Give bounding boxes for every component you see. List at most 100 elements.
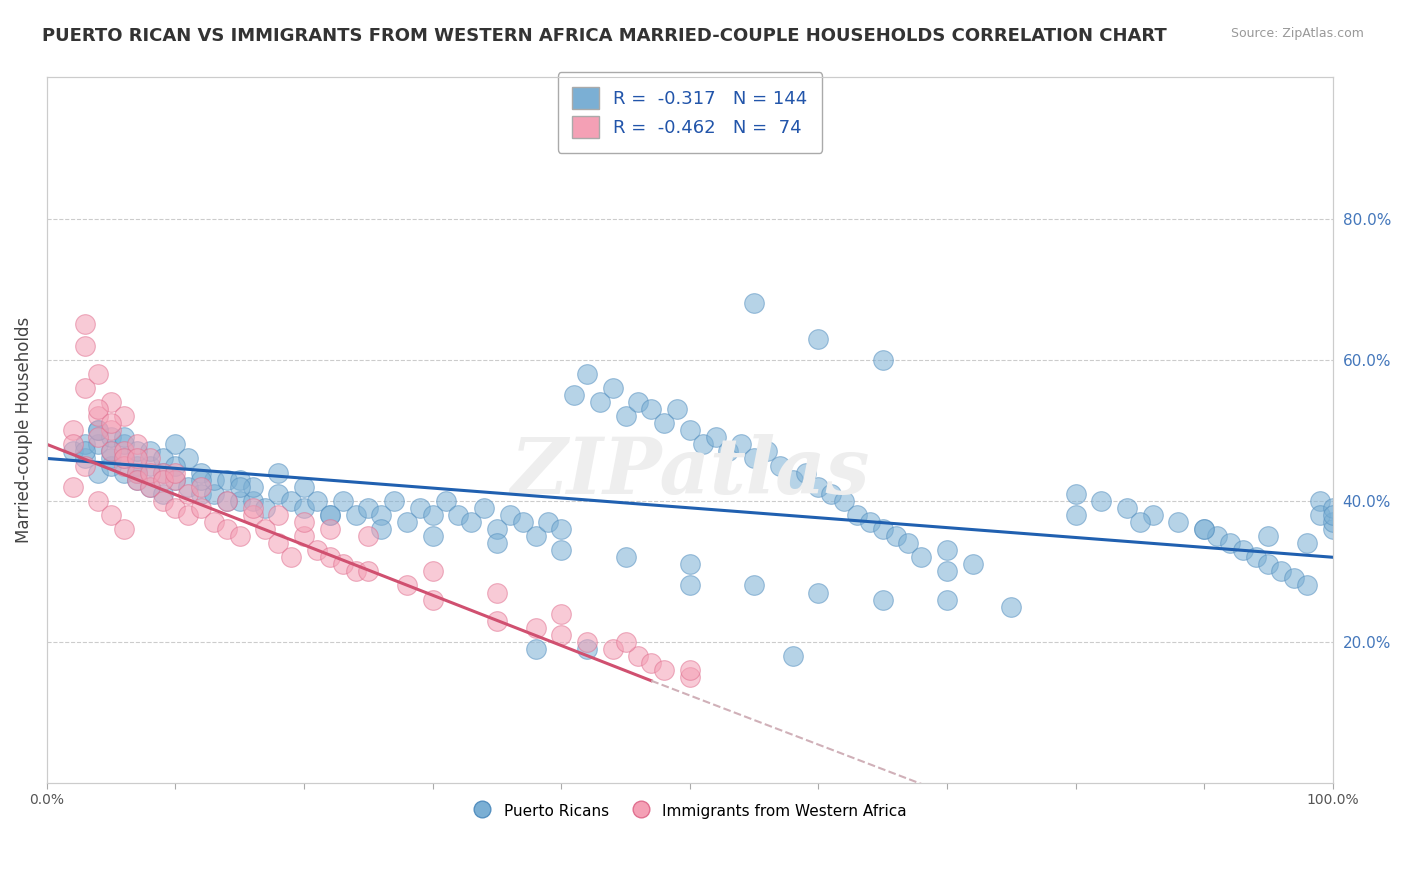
Point — [190, 466, 212, 480]
Point — [87, 423, 110, 437]
Point — [485, 536, 508, 550]
Point — [1192, 522, 1215, 536]
Point — [190, 480, 212, 494]
Point — [679, 423, 702, 437]
Point — [139, 458, 162, 473]
Point — [100, 416, 122, 430]
Point — [742, 451, 765, 466]
Point — [395, 515, 418, 529]
Point — [62, 480, 84, 494]
Point — [1192, 522, 1215, 536]
Point — [485, 585, 508, 599]
Point — [165, 466, 187, 480]
Point — [125, 437, 148, 451]
Point — [152, 473, 174, 487]
Point — [112, 409, 135, 424]
Point — [1064, 508, 1087, 522]
Point — [679, 663, 702, 677]
Point — [229, 493, 252, 508]
Point — [152, 466, 174, 480]
Point — [846, 508, 869, 522]
Point — [807, 331, 830, 345]
Point — [395, 578, 418, 592]
Point — [177, 480, 200, 494]
Point — [742, 296, 765, 310]
Point — [229, 480, 252, 494]
Point — [1322, 500, 1344, 515]
Point — [100, 444, 122, 458]
Point — [152, 493, 174, 508]
Point — [627, 648, 650, 663]
Point — [485, 522, 508, 536]
Point — [1232, 543, 1254, 558]
Point — [370, 508, 392, 522]
Point — [125, 473, 148, 487]
Point — [100, 395, 122, 409]
Point — [87, 402, 110, 417]
Point — [267, 536, 290, 550]
Point — [190, 500, 212, 515]
Point — [112, 451, 135, 466]
Point — [190, 473, 212, 487]
Point — [112, 466, 135, 480]
Point — [165, 473, 187, 487]
Point — [884, 529, 907, 543]
Point — [1000, 599, 1022, 614]
Point — [152, 466, 174, 480]
Point — [1244, 550, 1267, 565]
Point — [614, 550, 637, 565]
Point — [75, 381, 97, 395]
Point — [75, 451, 97, 466]
Point — [537, 515, 560, 529]
Point — [100, 430, 122, 444]
Point — [100, 508, 122, 522]
Point — [357, 529, 380, 543]
Point — [357, 565, 380, 579]
Point — [112, 522, 135, 536]
Point — [112, 430, 135, 444]
Point — [267, 466, 290, 480]
Point — [87, 367, 110, 381]
Point — [125, 466, 148, 480]
Point — [872, 522, 894, 536]
Point — [1322, 522, 1344, 536]
Point — [1282, 571, 1305, 585]
Point — [550, 628, 572, 642]
Point — [472, 500, 495, 515]
Point — [832, 493, 855, 508]
Point — [692, 437, 714, 451]
Point — [254, 500, 277, 515]
Point — [87, 409, 110, 424]
Point — [139, 444, 162, 458]
Point — [652, 416, 675, 430]
Point — [679, 558, 702, 572]
Point — [139, 466, 162, 480]
Point — [409, 500, 432, 515]
Point — [485, 614, 508, 628]
Point — [512, 515, 534, 529]
Point — [1270, 565, 1292, 579]
Point — [910, 550, 932, 565]
Point — [125, 451, 148, 466]
Point — [75, 458, 97, 473]
Point — [87, 423, 110, 437]
Point — [242, 508, 264, 522]
Point — [215, 522, 238, 536]
Point — [357, 500, 380, 515]
Point — [292, 529, 315, 543]
Point — [717, 444, 740, 458]
Point — [936, 543, 959, 558]
Point — [242, 500, 264, 515]
Point — [575, 367, 598, 381]
Point — [704, 430, 727, 444]
Point — [280, 493, 302, 508]
Point — [125, 473, 148, 487]
Point — [267, 487, 290, 501]
Point — [152, 451, 174, 466]
Point — [177, 451, 200, 466]
Point — [165, 473, 187, 487]
Point — [165, 437, 187, 451]
Point — [87, 430, 110, 444]
Point — [319, 508, 342, 522]
Point — [434, 493, 457, 508]
